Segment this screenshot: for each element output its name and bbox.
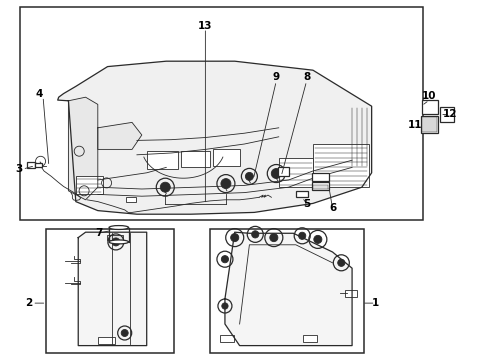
Bar: [311, 173, 328, 181]
Bar: [20, 7, 422, 220]
Text: 11: 11: [407, 120, 421, 130]
Bar: [278, 158, 312, 187]
Bar: [181, 151, 210, 167]
Bar: [35, 163, 42, 167]
Text: 12: 12: [442, 109, 456, 120]
Circle shape: [313, 235, 321, 243]
Text: 8: 8: [303, 72, 309, 82]
Text: 6: 6: [328, 203, 335, 213]
Circle shape: [245, 172, 253, 180]
Circle shape: [251, 231, 258, 238]
Polygon shape: [58, 61, 371, 214]
Bar: [312, 144, 368, 187]
Text: 9: 9: [272, 72, 279, 82]
Bar: [303, 335, 316, 342]
Polygon shape: [98, 122, 142, 149]
Bar: [27, 162, 35, 168]
Circle shape: [271, 168, 281, 179]
Circle shape: [160, 182, 170, 192]
Circle shape: [121, 329, 128, 337]
Circle shape: [222, 303, 227, 309]
Circle shape: [269, 234, 277, 242]
Ellipse shape: [109, 226, 128, 229]
Circle shape: [112, 238, 120, 246]
Text: 4: 4: [35, 89, 43, 99]
Bar: [146, 151, 178, 169]
Text: 13: 13: [198, 21, 212, 31]
Text: 7: 7: [95, 228, 102, 238]
Bar: [46, 229, 173, 353]
Bar: [106, 235, 123, 240]
Ellipse shape: [109, 240, 128, 244]
Bar: [98, 337, 115, 344]
Bar: [210, 229, 364, 353]
Bar: [76, 176, 102, 194]
Polygon shape: [78, 232, 146, 346]
Bar: [126, 197, 136, 202]
Bar: [277, 167, 288, 176]
Bar: [220, 335, 233, 342]
Bar: [421, 100, 437, 114]
Bar: [311, 182, 328, 190]
Bar: [344, 290, 356, 297]
Bar: [421, 117, 436, 132]
Bar: [296, 191, 307, 197]
Bar: [439, 107, 453, 122]
Circle shape: [230, 234, 238, 242]
Polygon shape: [224, 232, 351, 346]
Text: 5: 5: [303, 199, 310, 210]
Text: 10: 10: [421, 91, 436, 102]
Bar: [312, 185, 327, 189]
Circle shape: [221, 179, 230, 189]
Circle shape: [337, 259, 344, 266]
Bar: [420, 116, 437, 133]
Polygon shape: [68, 97, 98, 200]
Circle shape: [298, 232, 305, 239]
Text: 2: 2: [25, 298, 32, 308]
Bar: [212, 149, 239, 166]
Text: 1: 1: [371, 298, 378, 308]
Circle shape: [221, 256, 228, 263]
Text: 3: 3: [15, 164, 22, 174]
